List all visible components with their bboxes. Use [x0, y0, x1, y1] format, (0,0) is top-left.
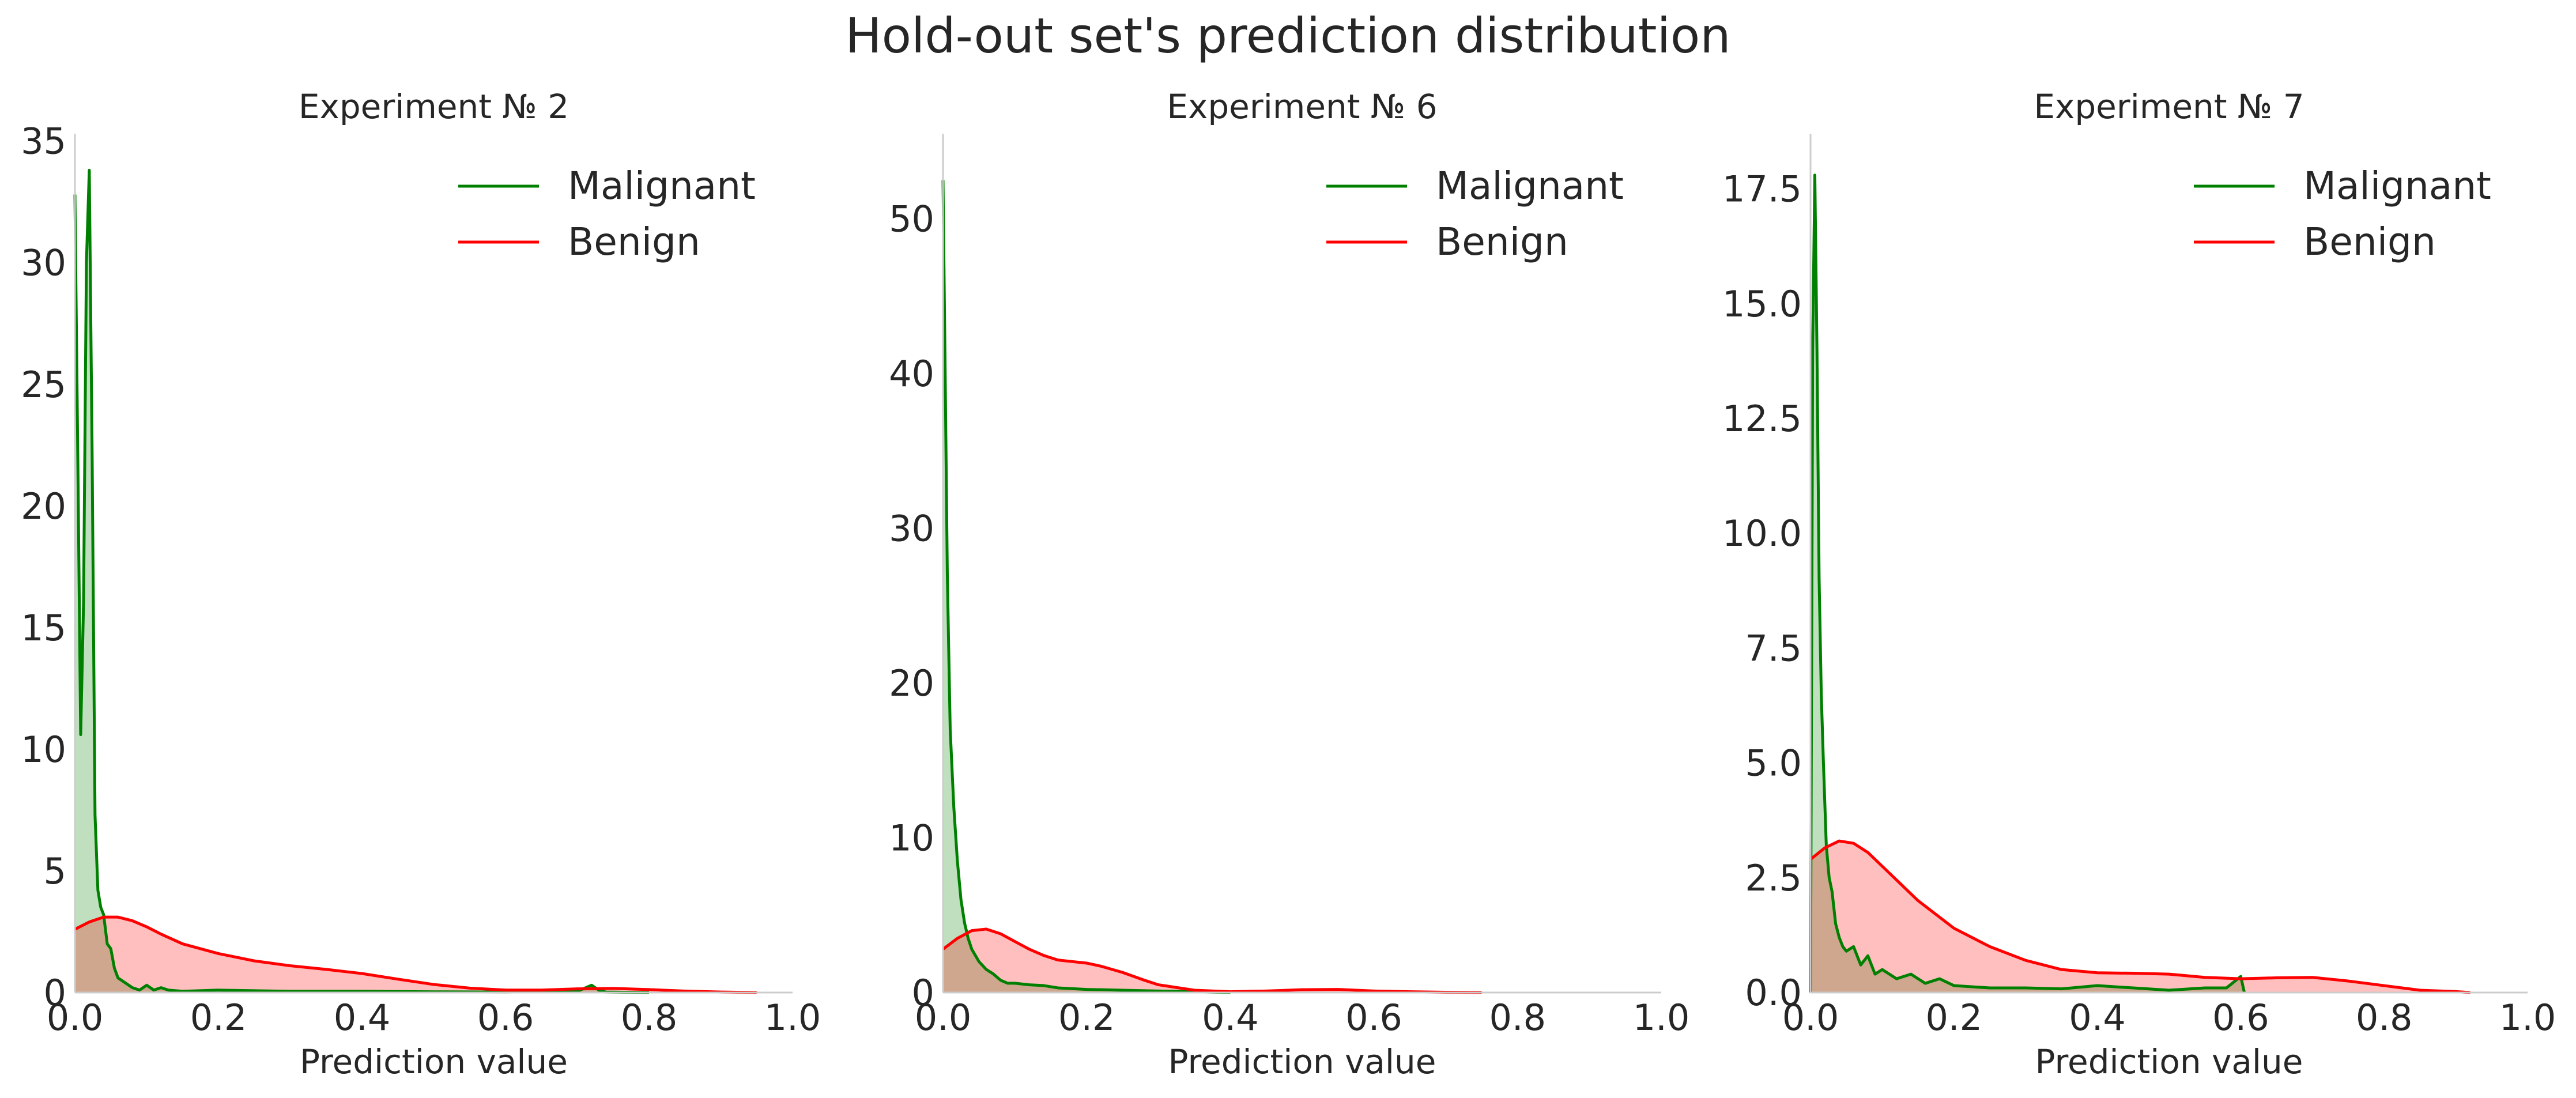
- x-axis-label: Prediction value: [1168, 1042, 1436, 1081]
- y-tick-label: 10: [21, 729, 66, 771]
- legend-label-benign: Benign: [1436, 220, 1568, 264]
- x-tick-label: 0.4: [334, 997, 391, 1039]
- y-tick-label: 30: [21, 242, 66, 284]
- x-tick-label: 0.6: [2212, 997, 2269, 1039]
- legend-label-malignant: Malignant: [1436, 164, 1624, 208]
- x-tick-label: 1.0: [1633, 997, 1690, 1039]
- x-axis-label: Prediction value: [300, 1042, 568, 1081]
- line-benign: [942, 927, 1482, 994]
- area-malignant: [75, 170, 649, 993]
- x-tick-label: 0.0: [915, 997, 972, 1039]
- x-tick-label: 0.4: [2069, 997, 2126, 1039]
- x-tick-label: 0.2: [1925, 997, 1982, 1039]
- area-benign: [1811, 841, 2471, 993]
- area-benign: [943, 929, 1482, 993]
- x-tick-label: 0.8: [1489, 997, 1546, 1039]
- line-malignant: [73, 168, 650, 994]
- x-tick-label: 0.0: [47, 997, 104, 1039]
- x-tick-label: 1.0: [764, 997, 821, 1039]
- area-malignant: [943, 180, 1231, 993]
- y-tick-label: 0.0: [1745, 972, 1802, 1014]
- y-tick-label: 12.5: [1722, 398, 1802, 440]
- line-benign: [1809, 839, 2471, 994]
- y-tick-label: 25: [21, 364, 66, 406]
- y-tick-label: 0: [44, 972, 66, 1014]
- y-tick-label: 7.5: [1745, 627, 1802, 669]
- y-tick-label: 0: [912, 972, 934, 1014]
- x-tick-label: 1.0: [2499, 997, 2556, 1039]
- subplot-title: Experiment № 6: [1167, 87, 1437, 126]
- line-malignant: [941, 180, 1231, 994]
- y-tick-label: 35: [21, 120, 66, 163]
- subplot-title: Experiment № 2: [299, 87, 569, 126]
- y-tick-label: 10.0: [1722, 512, 1802, 554]
- y-tick-label: 2.5: [1745, 857, 1802, 899]
- area-benign: [75, 917, 757, 993]
- x-tick-label: 0.4: [1202, 997, 1259, 1039]
- line-benign: [74, 915, 757, 994]
- chart-panel-3: Experiment № 7 0.0 0.2 0.4 0.6 0.8 1.0 0.0 2.5 5.…: [1722, 87, 2556, 1081]
- y-tick-label: 5: [44, 850, 66, 892]
- y-tick-label: 20: [21, 485, 66, 527]
- figure-title: Hold-out set's prediction distribution: [845, 7, 1731, 64]
- subplot-title: Experiment № 7: [2034, 87, 2304, 126]
- x-tick-label: 0.2: [1058, 997, 1115, 1039]
- chart-panel-1: Experiment № 2 0.0 0.2 0.4 0.6 0.8 1.0 0 5 10 15 20…: [21, 87, 821, 1081]
- chart-panel-2: Experiment № 6 0.0 0.2 0.4 0.6 0.8 1.0 0 10 20 30 4…: [889, 87, 1689, 1081]
- y-tick-label: 15: [21, 607, 66, 649]
- y-tick-label: 40: [889, 353, 934, 395]
- legend-label-benign: Benign: [568, 220, 700, 264]
- y-tick-label: 20: [889, 662, 934, 704]
- y-tick-label: 5.0: [1745, 742, 1802, 784]
- legend-label-benign: Benign: [2303, 220, 2436, 264]
- x-tick-label: 0.2: [190, 997, 247, 1039]
- y-tick-label: 50: [889, 198, 934, 240]
- y-tick-label: 30: [889, 508, 934, 550]
- y-tick-label: 10: [889, 817, 934, 859]
- y-tick-label: 17.5: [1722, 168, 1802, 210]
- x-tick-label: 0.0: [1782, 997, 1839, 1039]
- y-tick-label: 15.0: [1722, 283, 1802, 325]
- legend-label-malignant: Malignant: [2303, 164, 2491, 208]
- legend-label-malignant: Malignant: [568, 164, 756, 208]
- x-tick-label: 0.8: [621, 997, 678, 1039]
- line-malignant: [1809, 173, 2246, 993]
- x-tick-label: 0.6: [477, 997, 534, 1039]
- x-tick-label: 0.8: [2356, 997, 2413, 1039]
- x-axis-label: Prediction value: [2035, 1042, 2303, 1081]
- x-tick-label: 0.6: [1345, 997, 1402, 1039]
